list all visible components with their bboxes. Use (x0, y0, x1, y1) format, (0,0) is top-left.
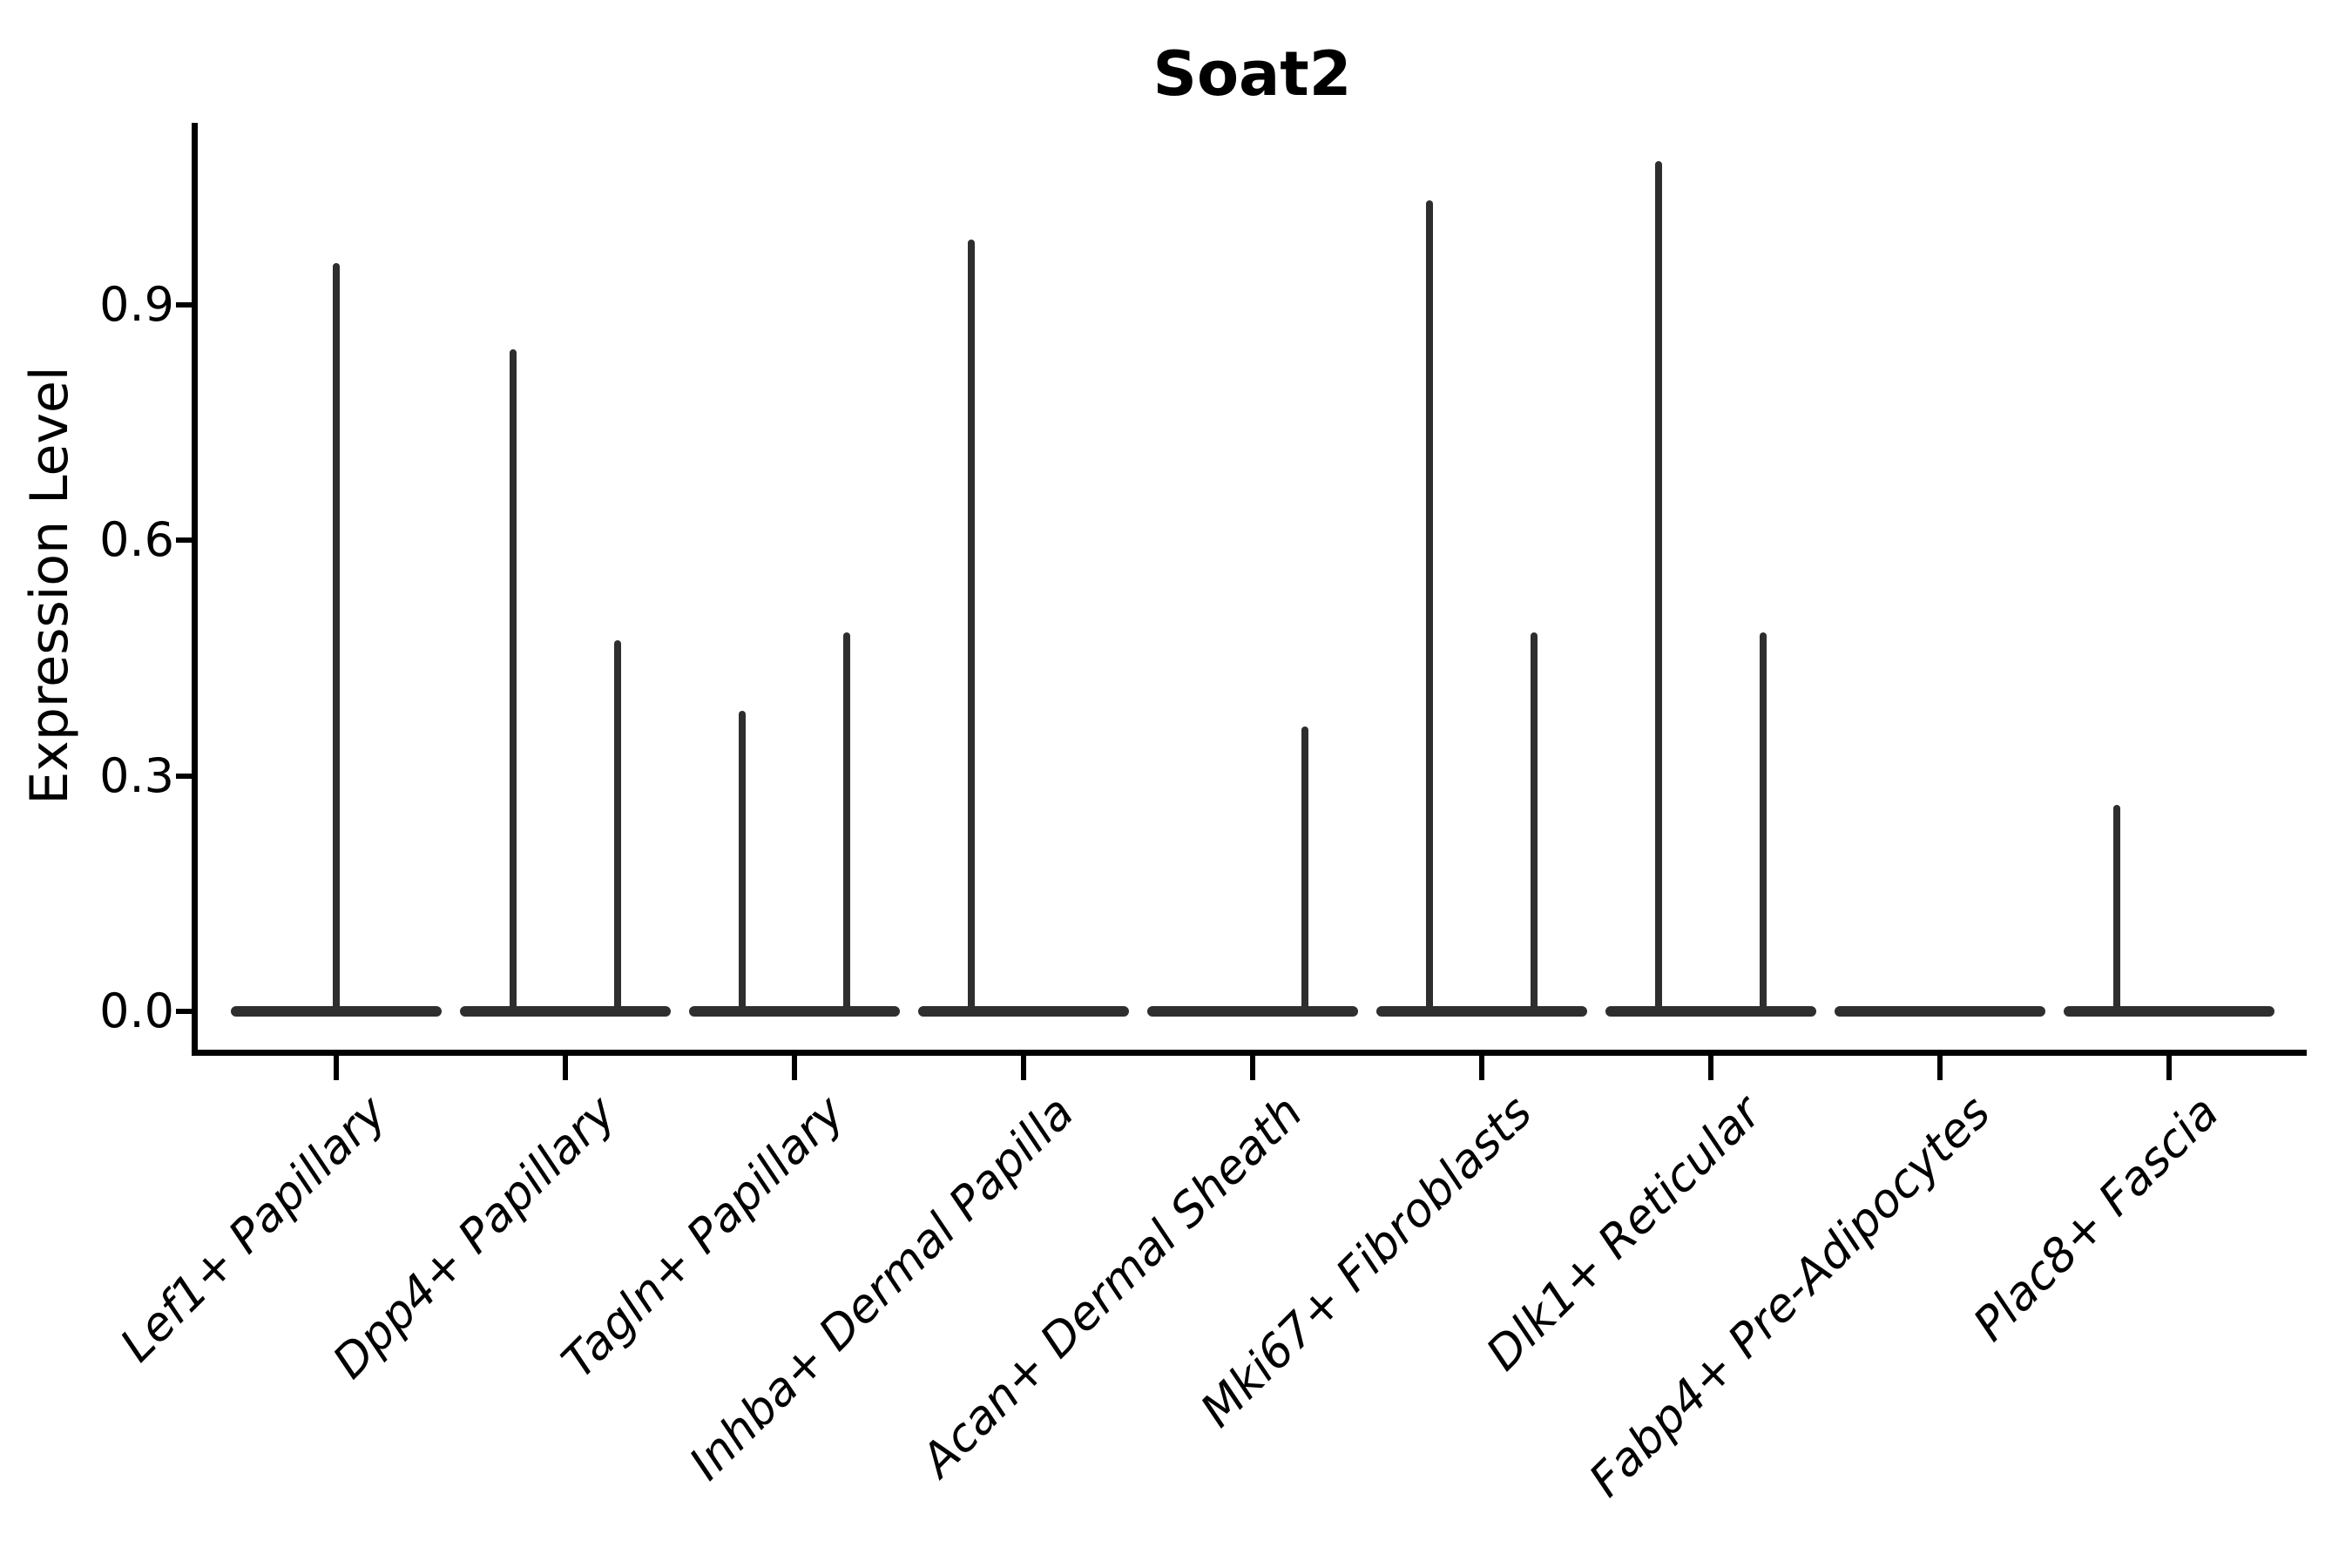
violin-spike (967, 240, 975, 1016)
violin-spike (738, 710, 746, 1016)
violin-spike (1301, 726, 1308, 1016)
y-tick (176, 773, 198, 779)
x-tick (562, 1051, 568, 1080)
x-axis-label: Fabp4+ Pre-Adipocytes (1578, 1085, 2001, 1508)
y-tick (176, 302, 198, 308)
x-tick (791, 1051, 797, 1080)
x-axis-label: Inhba+ Dermal Papilla (679, 1085, 1085, 1491)
violin-spike (613, 639, 621, 1016)
y-tick-label: 0.3 (99, 747, 174, 803)
violin-body (1375, 1006, 1587, 1017)
y-axis-label: Expression Level (19, 366, 80, 805)
y-axis-line (192, 123, 198, 1056)
y-tick-label: 0.0 (99, 983, 174, 1038)
x-axis-label: Acan+ Dermal Sheath (911, 1085, 1314, 1488)
violin-body (459, 1006, 671, 1017)
x-tick (333, 1051, 339, 1080)
violin-body (688, 1006, 900, 1017)
violin-spike (1654, 160, 1662, 1016)
x-tick (1936, 1051, 1943, 1080)
x-tick (1020, 1051, 1026, 1080)
x-tick (1478, 1051, 1484, 1080)
x-axis-line (192, 1050, 2307, 1056)
violin-body (917, 1006, 1129, 1017)
violin-spike (1530, 632, 1538, 1016)
violin-spike (332, 263, 340, 1016)
violin-spike (509, 349, 517, 1016)
violin-spike (1759, 632, 1767, 1016)
violin-body (2063, 1006, 2274, 1017)
violin-spike (1425, 199, 1433, 1016)
x-axis-label: Plac8+ Fascia (1963, 1085, 2230, 1352)
y-tick-label: 0.6 (99, 512, 174, 568)
y-tick (176, 537, 198, 544)
violin-spike (842, 632, 850, 1016)
violin-spike (2112, 804, 2120, 1016)
violin-body (1834, 1006, 2045, 1017)
violin-body (1146, 1006, 1358, 1017)
y-tick (176, 1009, 198, 1014)
x-tick (1249, 1051, 1255, 1080)
y-tick-label: 0.9 (99, 277, 174, 333)
plot-title: Soat2 (1152, 38, 1352, 110)
x-tick (1707, 1051, 1713, 1080)
x-tick (2166, 1051, 2172, 1080)
violin-body (1605, 1006, 1816, 1017)
